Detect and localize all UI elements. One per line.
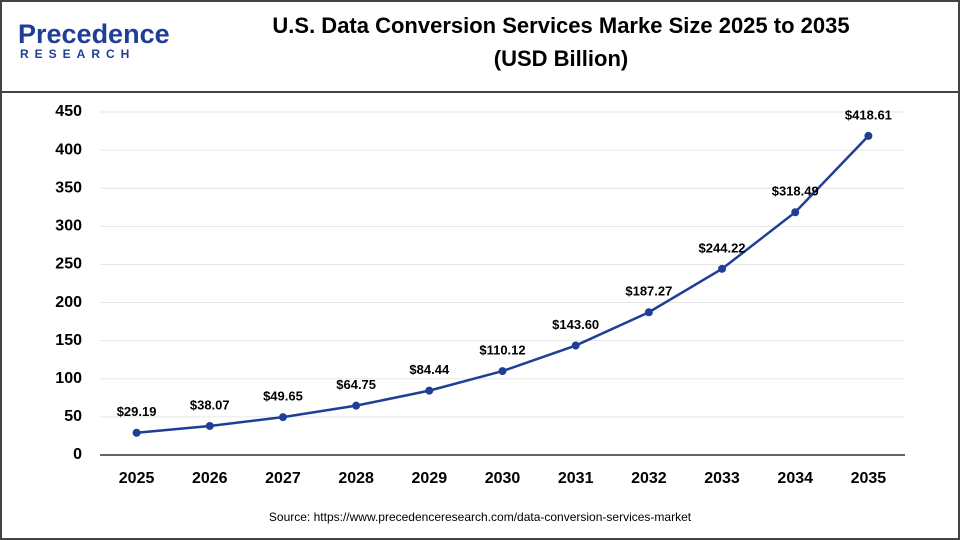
y-tick-label: 200 xyxy=(55,294,82,311)
y-tick-label: 150 xyxy=(55,332,82,349)
x-tick-label: 2028 xyxy=(338,470,374,487)
data-point xyxy=(791,208,800,217)
x-tick-label: 2033 xyxy=(704,470,740,487)
y-tick-label: 250 xyxy=(55,256,82,273)
x-tick-label: 2029 xyxy=(412,470,448,487)
chart-title: U.S. Data Conversion Services Marke Size… xyxy=(272,13,849,38)
logo-tagline: RESEARCH xyxy=(20,47,135,61)
data-point xyxy=(864,131,873,140)
x-tick-label: 2032 xyxy=(631,470,667,487)
data-label: $84.44 xyxy=(409,362,450,377)
data-label: $49.65 xyxy=(263,389,303,404)
data-label: $29.19 xyxy=(117,404,157,419)
x-tick-label: 2035 xyxy=(851,470,887,487)
data-point xyxy=(498,367,507,376)
data-label: $244.22 xyxy=(699,240,746,255)
data-label: $38.07 xyxy=(190,397,230,412)
data-label: $110.12 xyxy=(479,343,525,358)
data-point xyxy=(571,341,580,350)
chart-subtitle: (USD Billion) xyxy=(494,46,628,71)
y-tick-label: 450 xyxy=(55,103,82,120)
data-point xyxy=(352,401,361,410)
x-tick-label: 2031 xyxy=(558,470,594,487)
y-tick-label: 50 xyxy=(64,408,82,425)
x-tick-label: 2026 xyxy=(192,470,228,487)
logo-name: Precedence xyxy=(18,19,170,49)
data-point xyxy=(278,413,287,422)
y-tick-label: 0 xyxy=(73,446,82,463)
data-label: $64.75 xyxy=(336,377,376,392)
x-tick-label: 2034 xyxy=(777,470,813,487)
y-tick-label: 100 xyxy=(55,370,82,387)
data-label: $318.49 xyxy=(772,184,819,199)
data-point xyxy=(718,264,727,273)
x-tick-label: 2025 xyxy=(119,470,155,487)
data-point xyxy=(425,386,434,395)
data-point xyxy=(644,308,653,317)
y-tick-label: 300 xyxy=(55,218,82,235)
data-label: $187.27 xyxy=(625,284,672,299)
x-tick-label: 2027 xyxy=(265,470,301,487)
y-tick-label: 400 xyxy=(55,141,82,158)
x-tick-label: 2030 xyxy=(485,470,521,487)
data-label: $418.61 xyxy=(845,107,892,122)
data-point xyxy=(205,421,214,430)
source-note: Source: https://www.precedenceresearch.c… xyxy=(269,510,692,524)
data-point xyxy=(132,428,141,437)
y-tick-label: 350 xyxy=(55,179,82,196)
data-label: $143.60 xyxy=(552,317,599,332)
